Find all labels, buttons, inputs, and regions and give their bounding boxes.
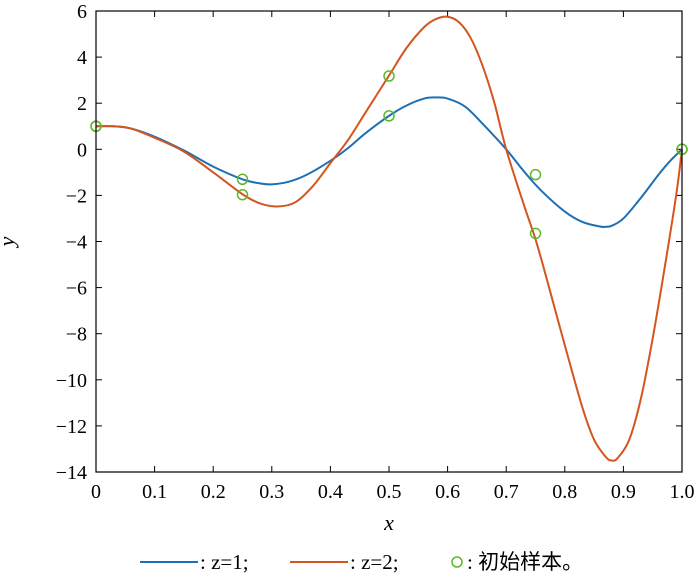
series-line-2	[95, 15, 683, 462]
legend-label-z1: : z=1;	[200, 550, 249, 574]
x-tick-label: 0.4	[318, 481, 343, 503]
y-tick-label: 2	[77, 93, 87, 115]
x-tick-label: 1.0	[670, 481, 695, 503]
sample-point	[529, 227, 542, 240]
y-tick-label: 0	[77, 139, 87, 161]
legend-label-z2: : z=2;	[350, 550, 399, 574]
y-tick-label: 4	[77, 47, 87, 69]
x-tick-label: 0.3	[259, 481, 284, 503]
legend-label-samples: : 初始样本。	[467, 550, 583, 574]
sample-point	[383, 70, 395, 82]
x-tick-label: 0	[91, 481, 101, 503]
plot-frame	[95, 10, 683, 473]
tick-labels: 0 0.1 0.2 0.3 0.4 0.5 0.6 0.7 0.8 0.9 1.0 6 4 2 0 −2 −4 −…	[56, 1, 695, 503]
sample-point	[236, 188, 249, 201]
x-tick-label: 0.6	[435, 481, 460, 503]
series-line-1	[95, 96, 683, 228]
y-axis-title: y	[0, 236, 19, 248]
y-tick-label: −10	[56, 370, 87, 392]
legend-swatch-samples	[451, 556, 463, 568]
sample-point	[529, 168, 542, 181]
y-tick-label: 6	[77, 1, 87, 23]
sample-point	[236, 173, 249, 186]
sample-point	[383, 110, 395, 122]
x-axis-title: x	[383, 510, 394, 535]
y-tick-label: −4	[66, 232, 87, 254]
x-tick-label: 0.7	[494, 481, 519, 503]
x-tick-label: 0.9	[611, 481, 636, 503]
legend: : z=1; : z=2; : 初始样本。	[140, 550, 583, 574]
y-tick-label: −6	[66, 278, 87, 300]
sample-points	[90, 70, 688, 240]
x-tick-label: 0.1	[142, 481, 167, 503]
tick-marks	[95, 10, 683, 473]
x-tick-label: 0.8	[552, 481, 577, 503]
x-tick-label: 0.2	[201, 481, 226, 503]
y-tick-label: −14	[56, 462, 87, 484]
y-tick-label: −2	[66, 185, 87, 207]
x-tick-label: 0.5	[377, 481, 402, 503]
series-lines	[95, 15, 683, 462]
y-tick-label: −12	[56, 416, 87, 438]
y-tick-label: −8	[66, 324, 87, 346]
